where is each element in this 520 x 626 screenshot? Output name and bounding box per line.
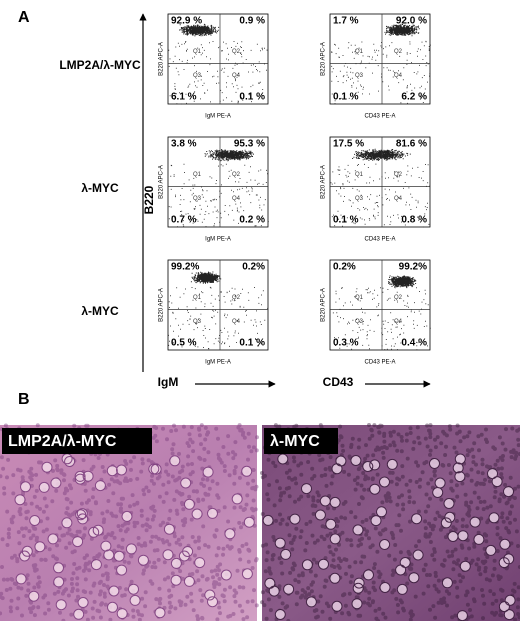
- quadrant-name: Q3: [355, 319, 364, 325]
- cell-nuclei: [0, 423, 259, 623]
- quadrant-percent: 6.1 %: [171, 92, 197, 103]
- quadrant-name: Q1: [193, 172, 202, 178]
- quadrant-percent: 0.2%: [242, 262, 265, 273]
- quadrant-name: Q2: [394, 172, 403, 178]
- flow-plot: Q1 Q2 Q3 Q4 3.8 % 95.3 % 0.7 % 0.2 % IgM PE-A B22…: [159, 136, 269, 243]
- plot-y-label: B220 APC-A: [159, 165, 165, 199]
- event-dots: [168, 149, 269, 228]
- flow-plot: Q1 Q2 Q3 Q4 99.2% 0.2% 0.5 % 0.1 % IgM PE-A B220 …: [159, 259, 269, 366]
- plot-frame: [329, 259, 431, 351]
- quadrant-percent: 0.2%: [333, 262, 356, 273]
- row-label: λ-MYC: [81, 304, 119, 318]
- row-label: LMP2A/λ-MYC: [59, 58, 141, 72]
- quadrant-percent: 0.5 %: [171, 338, 197, 349]
- image-caption: LMP2A/λ-MYC: [8, 433, 117, 450]
- panel-label: B: [18, 391, 30, 408]
- plot-x-label: CD43 PE-A: [364, 237, 395, 243]
- quadrant-percent: 92.9 %: [171, 16, 202, 27]
- quadrant-percent: 81.6 %: [396, 139, 427, 150]
- quadrant-percent: 0.1 %: [239, 338, 265, 349]
- clear-cells: [14, 453, 255, 620]
- quadrant-name: Q2: [232, 49, 241, 55]
- quadrant-name: Q1: [193, 295, 202, 301]
- clear-cells: [262, 453, 516, 622]
- quadrant-name: Q2: [232, 295, 241, 301]
- flow-plot: Q1 Q2 Q3 Q4 0.2% 99.2% 0.3 % 0.4 % CD43 PE-A B220…: [321, 259, 431, 366]
- plot-x-label: CD43 PE-A: [364, 360, 395, 366]
- caption-box: [2, 428, 152, 454]
- quadrant-name: Q4: [232, 319, 241, 325]
- cell-nuclei: [260, 423, 520, 623]
- flow-plot: Q1 Q2 Q3 Q4 1.7 % 92.0 % 0.1 % 6.2 % CD43 PE-A B2…: [321, 13, 431, 120]
- plot-y-label: B220 APC-A: [159, 42, 165, 76]
- plot-y-label: B220 APC-A: [159, 288, 165, 322]
- quadrant-name: Q1: [193, 49, 202, 55]
- plot-y-label: B220 APC-A: [321, 288, 327, 322]
- quadrant-percent: 17.5 %: [333, 139, 364, 150]
- quadrant-percent: 99.2%: [399, 262, 427, 273]
- quadrant-percent: 0.8 %: [401, 215, 427, 226]
- event-dots: [331, 23, 431, 105]
- quadrant-percent: 0.3 %: [333, 338, 359, 349]
- event-dots: [330, 148, 430, 228]
- plot-y-label: B220 APC-A: [321, 42, 327, 76]
- flow-plot: Q1 Q2 Q3 Q4 17.5 % 81.6 % 0.1 % 0.8 % CD43 PE-A B…: [321, 136, 431, 243]
- quadrant-name: Q2: [232, 172, 241, 178]
- plot-x-label: IgM PE-A: [205, 114, 231, 120]
- quadrant-percent: 99.2%: [171, 262, 199, 273]
- quadrant-percent: 0.4 %: [401, 338, 427, 349]
- quadrant-name: Q3: [193, 319, 202, 325]
- quadrant-name: Q2: [394, 295, 403, 301]
- row-label: λ-MYC: [81, 181, 119, 195]
- y-axis-label: B220: [142, 185, 156, 214]
- quadrant-percent: 0.7 %: [171, 215, 197, 226]
- x-axis-label: CD43: [323, 375, 354, 389]
- quadrant-percent: 1.7 %: [333, 16, 359, 27]
- quadrant-name: Q3: [193, 73, 202, 79]
- caption-box: [264, 428, 338, 454]
- plot-x-label: IgM PE-A: [205, 237, 231, 243]
- panel-label: A: [18, 9, 30, 26]
- quadrant-name: Q1: [355, 172, 364, 178]
- quadrant-name: Q4: [394, 73, 403, 79]
- plot-x-label: IgM PE-A: [205, 360, 231, 366]
- quadrant-name: Q3: [355, 73, 364, 79]
- quadrant-name: Q4: [232, 73, 241, 79]
- quadrant-name: Q4: [394, 319, 403, 325]
- plot-x-label: CD43 PE-A: [364, 114, 395, 120]
- event-dots: [168, 271, 268, 350]
- quadrant-name: Q2: [394, 49, 403, 55]
- flow-plot: Q1 Q2 Q3 Q4 92.9 % 0.9 % 6.1 % 0.1 % IgM PE-A B22…: [159, 13, 269, 120]
- quadrant-percent: 0.1 %: [239, 92, 265, 103]
- quadrant-name: Q3: [355, 196, 364, 202]
- quadrant-name: Q3: [193, 196, 202, 202]
- quadrant-percent: 3.8 %: [171, 139, 197, 150]
- quadrant-percent: 6.2 %: [401, 92, 427, 103]
- quadrant-percent: 0.1 %: [333, 92, 359, 103]
- quadrant-name: Q1: [355, 295, 364, 301]
- quadrant-percent: 0.9 %: [239, 16, 265, 27]
- quadrant-percent: 95.3 %: [234, 139, 265, 150]
- x-axis-label: IgM: [158, 375, 179, 389]
- plot-y-label: B220 APC-A: [321, 165, 327, 199]
- quadrant-name: Q4: [232, 196, 241, 202]
- quadrant-percent: 0.2 %: [239, 215, 265, 226]
- image-caption: λ-MYC: [270, 433, 320, 450]
- quadrant-percent: 0.1 %: [333, 215, 359, 226]
- quadrant-name: Q4: [394, 196, 403, 202]
- quadrant-name: Q1: [355, 49, 364, 55]
- event-dots: [332, 275, 431, 351]
- quadrant-percent: 92.0 %: [396, 16, 427, 27]
- plot-frame: [167, 259, 269, 351]
- tissue-texture: [0, 423, 520, 623]
